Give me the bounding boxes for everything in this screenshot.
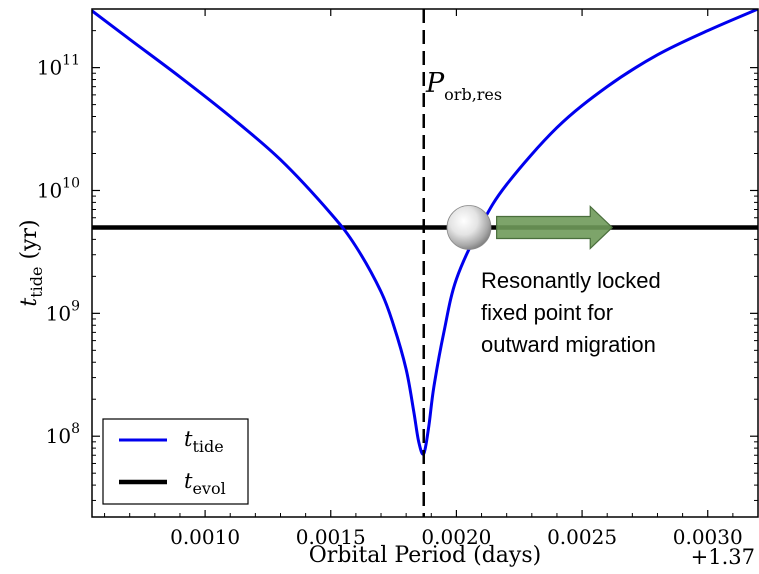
annotation-text: Resonantly locked fixed point for outwar… (481, 268, 667, 357)
x-tick-label: 0.0020 (421, 525, 491, 549)
x-tick-label: 0.0010 (170, 525, 240, 549)
migration-arrow (496, 205, 614, 250)
legend-label-ttide: ttide (184, 427, 224, 456)
planet-sphere-icon (446, 205, 492, 250)
data-layer (92, 9, 758, 517)
x-tick-label: 0.0030 (673, 525, 743, 549)
resonance-period-label: Porb,res (425, 68, 502, 104)
x-tick-label: 0.0025 (547, 525, 617, 549)
series-line-ttide (92, 9, 758, 456)
y-tick-label: 1010 (37, 175, 80, 202)
legend: ttide tevol (102, 418, 249, 505)
plot-area: 0.0010 0.0015 0.0020 0.0025 0.0030 108 109 1010… (37, 8, 759, 549)
y-tick-label: 108 (46, 421, 80, 448)
legend-box (102, 418, 249, 505)
legend-label-tevol: tevol (184, 469, 226, 498)
x-axis-label: Orbital Period (days) (309, 543, 541, 568)
y-axis-label: ttide (yr) (17, 219, 46, 306)
y-tick-label: 1011 (37, 53, 80, 80)
x-axis-offset-label: +1.37 (691, 545, 755, 569)
x-tick-label: 0.0015 (296, 525, 366, 549)
plot-frame (91, 8, 759, 518)
y-tick-label: 109 (46, 298, 80, 325)
